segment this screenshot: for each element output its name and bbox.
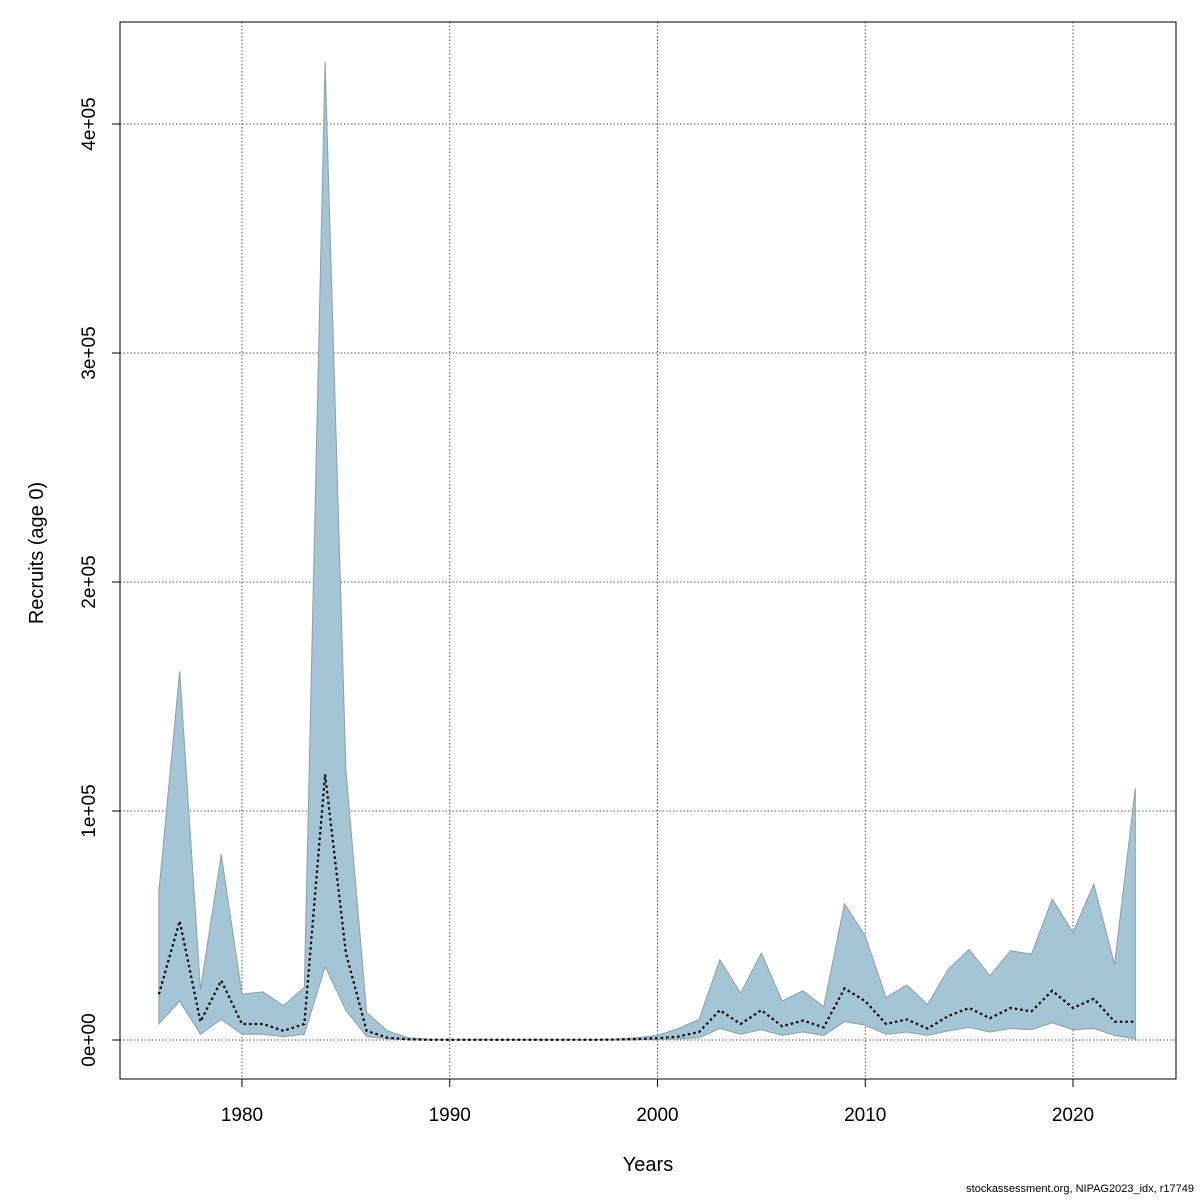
y-tick-label-2: 2e+05 [79, 555, 100, 608]
x-tick-label-1980: 1980 [221, 1105, 263, 1126]
estimate-line [157, 774, 1136, 1041]
estimate-line-layer [157, 774, 1136, 1041]
y-tick-label-3: 3e+05 [79, 326, 100, 379]
confidence-band [158, 62, 1136, 1041]
x-tick-label-2010: 2010 [844, 1105, 886, 1126]
x-tick-label-2020: 2020 [1052, 1105, 1094, 1126]
x-axis-title: Years [623, 1154, 673, 1176]
grid [120, 22, 1176, 1079]
y-tick-label-0: 0e+00 [79, 1013, 100, 1066]
y-axis: 0e+00 1e+05 2e+05 3e+05 4e+05 [79, 97, 120, 1067]
x-tick-label-1990: 1990 [429, 1105, 471, 1126]
y-axis-title: Recruits (age 0) [26, 482, 48, 624]
footer-note: stockassessment.org, NIPAG2023_idx, r177… [966, 1183, 1194, 1195]
y-tick-label-1: 1e+05 [79, 784, 100, 837]
confidence-band-layer [158, 62, 1136, 1041]
x-axis: 1980 1990 2000 2010 2020 [221, 1079, 1094, 1126]
plot-frame [119, 21, 1177, 1080]
y-tick-label-4: 4e+05 [79, 97, 100, 150]
x-tick-label-2000: 2000 [636, 1105, 678, 1126]
